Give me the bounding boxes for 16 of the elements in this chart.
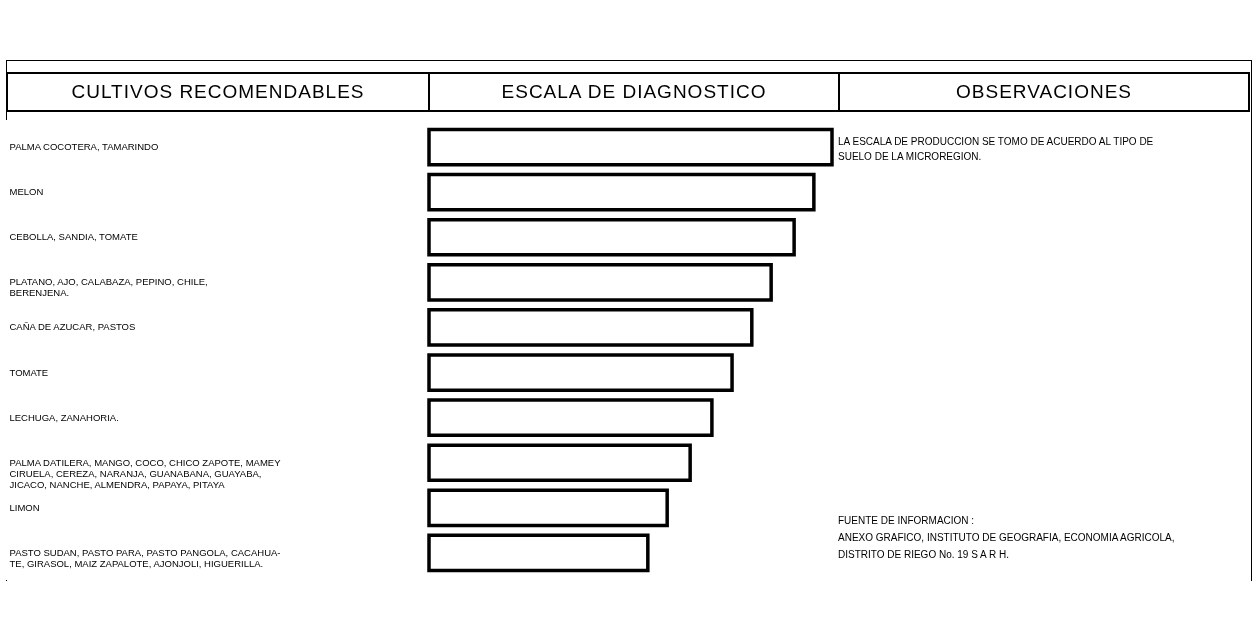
text: ANEXO GRAFICO, INSTITUTO DE GEOGRAFIA, ECONOMIA AGRICOLA, DISTRITO DE RIEGO No. 19 S A R H.: [838, 531, 1176, 562]
y-tick-label: LIMON: [9, 501, 40, 513]
y-tick-label: PLATANO, AJO, CALABAZA, PEPINO, CHILE, BERENJENA.: [9, 276, 208, 299]
y-tick-label: PALMA DATILERA, MANGO, COCO, CHICO ZAPOTE, MAMEY CIRUELA, CEREZA, NARANJA, GUANABANA, GUAYABA, JICACO, NANCHE, ALMENDRA, PAPAYA, PITAYA: [9, 456, 282, 490]
text: OBSERVACIONES: [838, 72, 1250, 112]
y-tick-label: CAÑA DE AZUCAR, PASTOS: [9, 321, 136, 333]
y-tick-label: LECHUGA, ZANAHORIA.: [9, 411, 119, 423]
x-axis-title: ESCALA DE DIAGNOSTICO: [428, 72, 840, 112]
y-tick-label: PALMA COCOTERA, TAMARINDO: [9, 141, 159, 153]
y-tick-label: MELON: [9, 186, 44, 198]
y-axis-title: CULTIVOS RECOMENDABLES: [6, 72, 430, 112]
y-tick-label: TOMATE: [9, 366, 49, 378]
text: LA ESCALA DE PRODUCCION SE TOMO DE ACUERDO AL TIPO DE SUELO DE LA MICROREGION.: [838, 135, 1155, 164]
y-tick-label: CEBOLLA, SANDIA, TOMATE: [9, 231, 138, 243]
source-note: FUENTE DE INFORMACION :: [838, 514, 976, 528]
y-tick-label: PASTO SUDAN, PASTO PARA, PASTO PANGOLA, CACAHUA- TE, GIRASOL, MAIZ ZAPALOTE, AJONJOLI, HIGUERILLA.: [9, 546, 281, 569]
